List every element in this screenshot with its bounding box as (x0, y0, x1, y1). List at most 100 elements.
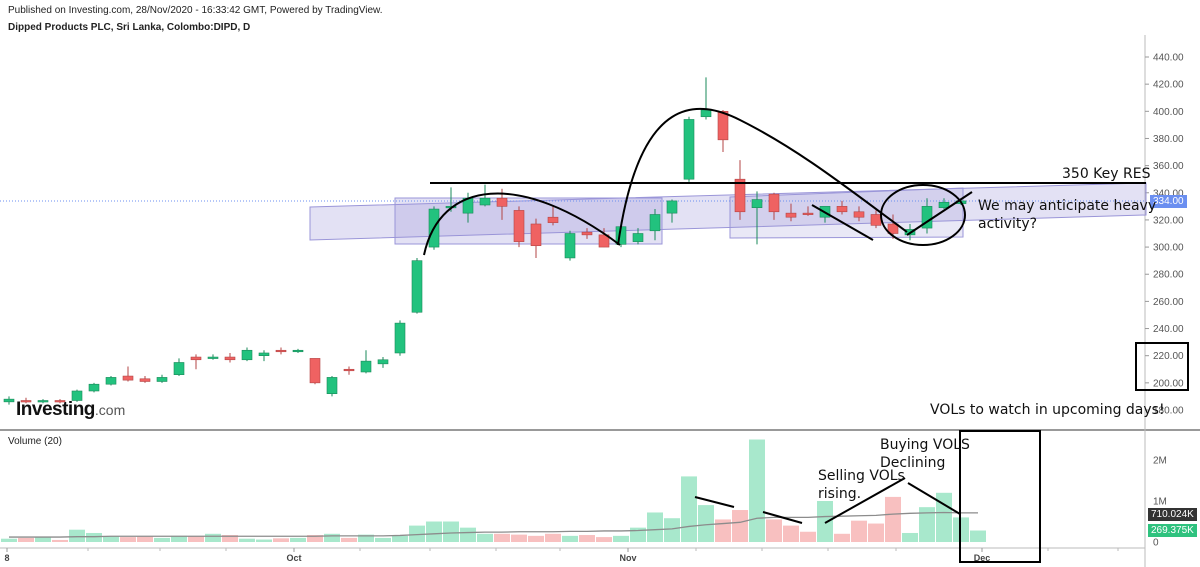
volume-bar (698, 505, 714, 542)
volume-falling-stroke-2 (762, 511, 803, 524)
candle-body (54, 400, 66, 403)
volume-tick-label: 0 (1153, 538, 1159, 549)
selling-vols-stroke (824, 477, 906, 524)
candle-body (3, 398, 15, 403)
volume-bar (52, 539, 68, 542)
candle-body (207, 356, 219, 359)
resistance-annotation: 350 Key RES (1062, 166, 1151, 182)
candle-body (836, 206, 848, 213)
candle-body (360, 360, 372, 373)
upcoming-days-box (959, 430, 1041, 563)
volume-bar (817, 501, 833, 542)
volume-bar (103, 536, 119, 542)
candle-body (632, 233, 644, 242)
price-tick-label: 420.00 (1153, 80, 1184, 91)
buying-vols-annotation-line1: Buying VOLS (880, 437, 970, 453)
time-tick-label: 8 (4, 553, 9, 563)
candle (156, 374, 168, 383)
volume-bar (681, 476, 697, 542)
candle (734, 160, 746, 220)
candle (700, 77, 712, 120)
volume-bar (273, 538, 289, 542)
volume-label: Volume (20) (8, 436, 62, 447)
volume-bar (613, 535, 629, 542)
candle-body (224, 356, 236, 361)
candle-body (666, 200, 678, 214)
candle (3, 396, 15, 405)
candle-body (190, 356, 202, 361)
volume-tag: 269.375K (1148, 524, 1197, 537)
volume-bar (154, 537, 170, 542)
volume-bar (392, 535, 408, 542)
rounded-top-curve-2 (617, 107, 908, 246)
symbol-title: Dipped Products PLC, Sri Lanka, Colombo:… (8, 22, 251, 33)
volume-bar (494, 533, 510, 542)
volume-bar (749, 439, 765, 542)
buying-vols-stroke (907, 482, 961, 515)
volume-bar (596, 537, 612, 542)
volume-bar (1, 538, 17, 542)
volume-bar (290, 537, 306, 542)
candle (20, 397, 32, 404)
candle (139, 376, 151, 383)
volume-bar (477, 533, 493, 542)
candle-body (700, 109, 712, 118)
price-tick-label: 440.00 (1153, 53, 1184, 64)
candle-body (139, 378, 151, 382)
candle (71, 389, 83, 402)
price-tick-label: 300.00 (1153, 243, 1184, 254)
investing-logo: Investing.com (16, 399, 125, 421)
downtrend-stroke (811, 204, 874, 241)
candle (683, 116, 695, 182)
candle (343, 366, 355, 375)
price-tick-label: 360.00 (1153, 161, 1184, 172)
volume-bar (409, 525, 425, 542)
volume-bar (443, 521, 459, 542)
candle (326, 376, 338, 397)
candle (564, 230, 576, 261)
volume-bar (528, 535, 544, 542)
candle (377, 357, 389, 368)
volume-bar (324, 533, 340, 542)
candle-body (343, 368, 355, 372)
volume-bar (137, 536, 153, 542)
candle (360, 350, 372, 374)
volume-bar (69, 529, 85, 542)
candle-body (530, 223, 542, 247)
price-tick-label: 380.00 (1153, 134, 1184, 145)
volume-bar (562, 535, 578, 542)
candle-body (292, 349, 304, 353)
candle (802, 206, 814, 216)
candle-body (564, 233, 576, 259)
candle (921, 198, 933, 234)
volume-bar (86, 532, 102, 542)
volume-bar (545, 533, 561, 542)
volume-bar (885, 496, 901, 542)
volume-bar (426, 521, 442, 542)
candle-body (394, 322, 406, 354)
volume-bar (919, 507, 935, 542)
volume-bar (341, 537, 357, 542)
logo-suffix: .com (94, 402, 126, 418)
volume-tick-label: 2M (1153, 456, 1167, 467)
volume-bar (358, 534, 374, 542)
candle-body (275, 349, 287, 353)
volume-ma-tag: 710.024K (1148, 508, 1197, 521)
price-tick-label: 280.00 (1153, 270, 1184, 281)
volume-bar (851, 520, 867, 542)
volume-bar (188, 536, 204, 542)
candle-body (71, 390, 83, 401)
volume-bar (239, 538, 255, 542)
candle-body (20, 400, 32, 403)
price-tick-label: 180.00 (1153, 406, 1184, 417)
candle (530, 218, 542, 258)
candle (173, 358, 185, 377)
volume-bar (120, 537, 136, 542)
candle (632, 228, 644, 245)
candle-body (88, 383, 100, 392)
candle-body (683, 119, 695, 180)
volume-bar (222, 535, 238, 542)
volume-bar (766, 519, 782, 542)
volume-bar (307, 535, 323, 542)
